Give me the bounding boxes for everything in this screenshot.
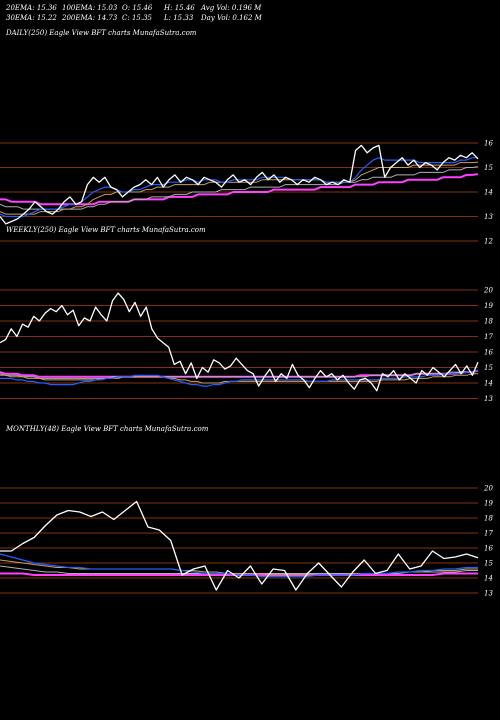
ema200-line: [0, 173, 479, 206]
high-readout: H: 15.46: [164, 4, 195, 12]
ema30-line: [0, 373, 478, 384]
low-readout: L: 15.33: [164, 14, 194, 22]
tick-label: 15: [484, 560, 493, 568]
ema200-readout: 200EMA: 14.73: [62, 14, 118, 22]
chart-panel-3: 20 19 18 17 16 15 14 13 MONTHLY(48) Eagle View B…: [0, 425, 493, 598]
price-line: [0, 500, 479, 591]
avg-vol-readout: Avg Vol: 0.196 M: [201, 4, 262, 12]
panel-label: WEEKLY(250) Eagle View BFT charts Munafa…: [6, 226, 206, 234]
tick-label: 20: [483, 287, 493, 295]
price-line: [0, 292, 479, 392]
tick-label: 20: [483, 485, 493, 493]
ema20-readout: 20EMA: 15.36: [6, 4, 57, 12]
tick-label: 15: [484, 364, 493, 372]
open-readout: O: 15.46: [122, 4, 153, 12]
close-readout: C: 15.35: [122, 14, 152, 22]
ema100-line: [0, 166, 479, 210]
ema30-readout: 30EMA: 15.22: [6, 14, 57, 22]
panel-label: MONTHLY(48) Eagle View BFT charts Munafa…: [5, 425, 209, 433]
day-vol-readout: Day Vol: 0.162 M: [201, 14, 262, 22]
tick-label: 15: [484, 164, 493, 172]
tick-label: 14: [484, 575, 493, 583]
ema100-readout: 100EMA: 15.03: [62, 4, 118, 12]
tick-label: 16: [484, 545, 493, 553]
tick-label: 18: [484, 515, 493, 523]
tick-label: 13: [484, 590, 493, 598]
tick-label: 12: [484, 238, 493, 246]
ema20-line: [0, 157, 478, 218]
tick-label: 17: [484, 333, 493, 341]
tick-label: 17: [484, 530, 493, 538]
tick-label: 13: [484, 213, 493, 221]
panel-label: DAILY(250) Eagle View BFT charts MunafaS…: [5, 29, 197, 37]
indicator-header: 20EMA: 15.36 100EMA: 15.03 O: 15.46 H: 1…: [0, 0, 500, 24]
tick-label: 19: [484, 500, 493, 508]
ema100-line: [0, 370, 479, 379]
tick-label: 19: [484, 302, 493, 310]
ema20-line: [0, 553, 478, 578]
ema30-line: [0, 161, 479, 215]
tick-label: 13: [484, 395, 493, 403]
tick-label: 16: [484, 140, 493, 148]
chart-panel-2: 20 19 18 17 16 15 14 13 WEEKLY(250) Eagle View B…: [0, 226, 493, 403]
ema200-line: [0, 369, 479, 378]
tick-label: 16: [484, 349, 493, 357]
price-line: [0, 144, 479, 225]
tick-label: 18: [484, 318, 493, 326]
chart-panel-1: 16 15 14 13 12 DAILY(250) Eagle View BFT char…: [0, 29, 493, 246]
tick-label: 14: [484, 189, 493, 197]
tick-label: 14: [484, 380, 493, 388]
